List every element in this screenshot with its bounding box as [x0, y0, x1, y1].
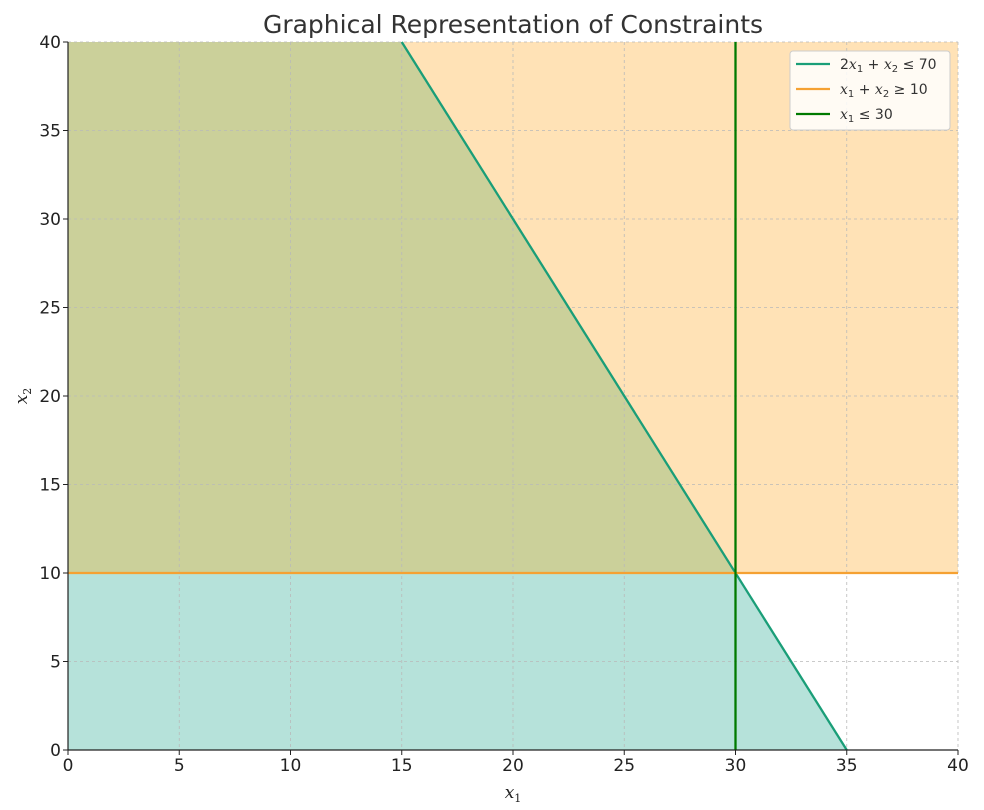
y-tick-label: 20	[39, 387, 61, 407]
fill-region-above-line	[401, 42, 958, 573]
plot-axes	[63, 41, 959, 755]
x-tick-label: 5	[174, 756, 185, 776]
y-tick-label: 30	[39, 210, 61, 230]
legend-label-1: 2x1 + x2 ≤ 70	[840, 57, 937, 75]
series-line-1	[400, 41, 848, 751]
constraint-lines	[68, 41, 958, 751]
y-tick-label: 5	[50, 653, 61, 673]
y-tick-label: 25	[39, 299, 61, 319]
x-tick-label: 15	[391, 756, 413, 776]
x-tick-label: 35	[836, 756, 858, 776]
legend-box	[789, 50, 951, 131]
tick-labels: 0 5 10 15 20 25 30 35 40 0 5 10 15 20 25 30 35 40	[39, 33, 968, 776]
legend-label-2: x1 + x2 ≥ 10	[840, 82, 928, 100]
y-tick-label: 35	[39, 122, 61, 142]
x-tick-label: 30	[725, 756, 747, 776]
y-tick-label: 15	[39, 476, 61, 496]
x-tick-label: 25	[613, 756, 635, 776]
x-tick-label: 40	[947, 756, 969, 776]
chart-title: Graphical Representation of Constraints	[263, 10, 763, 39]
x-tick-label: 0	[63, 756, 74, 776]
x-tick-label: 10	[280, 756, 302, 776]
x-axis-label: x1	[505, 783, 522, 805]
y-tick-label: 10	[39, 564, 61, 584]
legend: 2x1 + x2 ≤ 70 x1 + x2 ≥ 10 x1 ≤ 30	[789, 50, 951, 131]
axis-labels: x1 x2	[12, 388, 521, 805]
x-tick-label: 20	[502, 756, 524, 776]
fill-region-below-line	[68, 573, 847, 750]
y-tick-label: 0	[50, 741, 61, 761]
y-tick-label: 40	[39, 33, 61, 53]
legend-label-3: x1 ≤ 30	[840, 107, 893, 125]
y-axis-label: x2	[12, 388, 34, 405]
